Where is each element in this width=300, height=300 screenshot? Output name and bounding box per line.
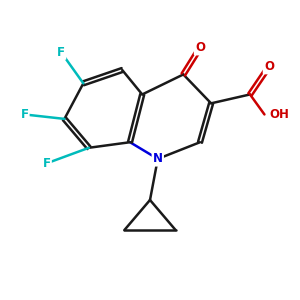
Text: O: O bbox=[195, 41, 205, 54]
Text: N: N bbox=[153, 152, 163, 165]
Text: F: F bbox=[57, 46, 65, 59]
Text: O: O bbox=[264, 60, 274, 73]
Text: F: F bbox=[43, 157, 51, 170]
Text: OH: OH bbox=[269, 108, 289, 121]
Text: F: F bbox=[20, 108, 28, 121]
